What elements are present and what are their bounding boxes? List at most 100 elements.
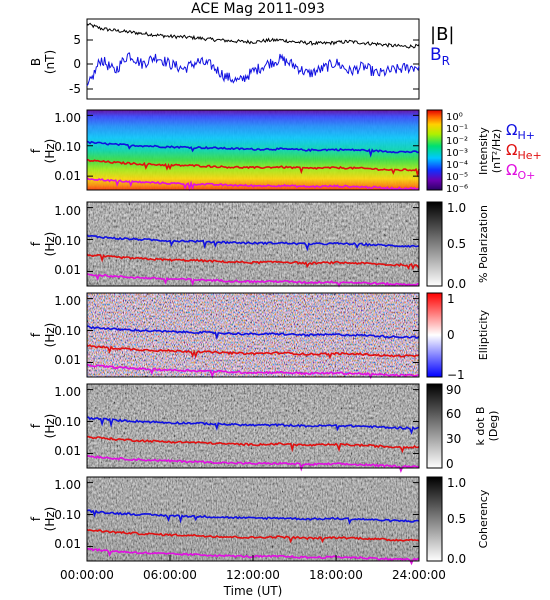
cbar-tick: 10⁻⁵	[446, 172, 468, 183]
ytick-label: 1.00	[54, 294, 81, 308]
ytick-label: 1.00	[54, 478, 81, 492]
x-axis-label: Time (UT)	[223, 584, 283, 598]
panel-polarization-frame	[86, 201, 420, 287]
cyclotron-curve-omega-h	[86, 509, 420, 525]
series-line-b-magnitude	[86, 22, 420, 49]
colorbar-ellipticity	[426, 292, 443, 378]
ylabel-f: f	[29, 423, 43, 428]
cyclotron-curve-omega-he	[86, 528, 420, 544]
ellipticity-cyclotron-curves	[86, 298, 420, 380]
colorbar-coherency	[426, 476, 443, 562]
ylabel-hz: (Hz)	[43, 232, 57, 257]
panel-b-frame	[86, 18, 420, 100]
cyclotron-curve-omega-he	[86, 253, 420, 271]
ylabel-hz: (Hz)	[43, 139, 57, 164]
ytick-label: 1.00	[54, 385, 81, 399]
legend-omega-o-sub: O+	[517, 169, 535, 182]
ytick-label: 5	[73, 33, 81, 47]
legend-mag-b: |B|	[430, 24, 454, 45]
cbar-tick: 10⁻³	[446, 148, 468, 159]
cbar-tick: 0	[446, 457, 454, 471]
legend-omega-h-main: Ω	[506, 121, 517, 139]
cbar-tick: 0.0	[447, 552, 466, 566]
cbar-units: (Deg)	[487, 411, 500, 442]
cyclotron-curve-omega-h	[86, 234, 420, 252]
legend-omega-he-main: Ω	[506, 141, 517, 159]
cbar-tick: 10⁻⁶	[446, 184, 468, 195]
cyclotron-curve-omega-h	[86, 325, 420, 340]
kdotb-texture	[87, 384, 419, 468]
kdotb-cyclotron-curves	[86, 389, 420, 473]
legend-omega-o-main: Ω	[506, 161, 517, 179]
ytick-label: 0	[73, 57, 81, 71]
panel-ellipticity: 1.00 0.10 0.01 f (Hz) 1 0 −1 Ellipticity	[29, 292, 490, 382]
legend-omega-he: ΩHe+	[506, 141, 542, 162]
panel-ellipticity-frame	[86, 292, 420, 378]
colorbar-kdotb	[426, 383, 443, 469]
cbar-title: % Polarization	[477, 205, 490, 283]
cbar-tick: 1.0	[447, 201, 466, 215]
cyclotron-curve-omega-he	[86, 344, 420, 360]
ytick-label: 0.10	[54, 140, 81, 154]
legend-omega-he-sub: He+	[517, 149, 541, 162]
ylabel-f: f	[29, 516, 43, 521]
figure-title: ACE Mag 2011-093	[191, 1, 325, 17]
ytick-label: 0.10	[54, 234, 81, 248]
cyclotron-curve-omega-h	[87, 416, 420, 435]
cbar-tick: 0.5	[447, 512, 466, 526]
cbar-title: Coherency	[477, 489, 490, 548]
cbar-tick: 0.5	[447, 237, 466, 251]
cbar-units: (nT²/Hz)	[490, 129, 503, 173]
legend-br-sub: R	[442, 54, 450, 68]
xtick-label: 18:00:00	[309, 568, 363, 582]
colorbar-polarization	[426, 201, 443, 287]
ytick-label: 0.01	[54, 353, 81, 367]
ytick-label: 0.01	[54, 263, 81, 277]
ylabel-f: f	[29, 332, 43, 337]
ytick-label: 0.01	[54, 169, 81, 183]
panel-coherency: 1.00 0.10 0.01 f (Hz) 1.0 0.5 0.0 Cohere…	[29, 476, 490, 566]
cbar-tick: 10⁻²	[446, 136, 468, 147]
legend-omega-h-sub: H+	[517, 129, 535, 142]
cbar-tick: 10⁰	[446, 112, 463, 123]
cbar-tick: 10⁻⁴	[446, 160, 468, 171]
cyclotron-curve-omega-o	[86, 454, 420, 473]
colorbar-intensity	[426, 109, 443, 191]
ytick-label: 0.10	[54, 415, 81, 429]
ytick-label: 1.00	[54, 111, 81, 125]
cbar-tick: 10⁻¹	[446, 124, 468, 135]
panel-intensity-frame	[86, 109, 420, 191]
ytick-label: 0.10	[54, 508, 81, 522]
cbar-title: Ellipticity	[477, 309, 490, 360]
cyclotron-curve-omega-h	[86, 140, 420, 158]
ylabel-hz: (Hz)	[43, 414, 57, 439]
panel-polarization: 1.00 0.10 0.01 f (Hz) 1.0 0.5 0.0 % Pola…	[29, 201, 490, 291]
ylabel-hz: (Hz)	[43, 507, 57, 532]
cyclotron-curve-omega-he	[86, 158, 420, 178]
cbar-tick: 30	[446, 432, 461, 446]
legend-omega-o: ΩO+	[506, 161, 535, 182]
cyclotron-curve-omega-o	[86, 177, 420, 192]
xtick-label: 24:00:00	[392, 568, 446, 582]
panel-b: 5 0 -5 B (nT) |B| BR	[29, 18, 454, 100]
cbar-tick: 60	[446, 407, 461, 421]
panel-b-ylabel: B	[29, 58, 43, 66]
cbar-title: k dot B	[474, 407, 487, 446]
cyclotron-curve-omega-o	[86, 363, 419, 380]
ytick-label: 0.10	[54, 324, 81, 338]
ytick-label: -5	[69, 82, 81, 96]
intensity-cyclotron-curves	[86, 114, 420, 192]
panel-kdotb-frame	[86, 383, 420, 469]
ylabel-hz: (Hz)	[43, 323, 57, 348]
ytick-label: 1.00	[54, 204, 81, 218]
panel-b-lines	[86, 22, 420, 87]
cyclotron-curve-omega-he	[86, 435, 420, 454]
legend-br-main: B	[430, 45, 442, 65]
x-axis: 00:00:00 06:00:00 12:00:00 18:00:00 24:0…	[60, 555, 446, 598]
cbar-title: Intensity	[477, 127, 490, 175]
polarization-cyclotron-curves	[86, 207, 420, 288]
cyclotron-curve-omega-o	[86, 273, 420, 288]
ylabel-f: f	[29, 241, 43, 246]
legend-br: BR	[430, 45, 450, 68]
